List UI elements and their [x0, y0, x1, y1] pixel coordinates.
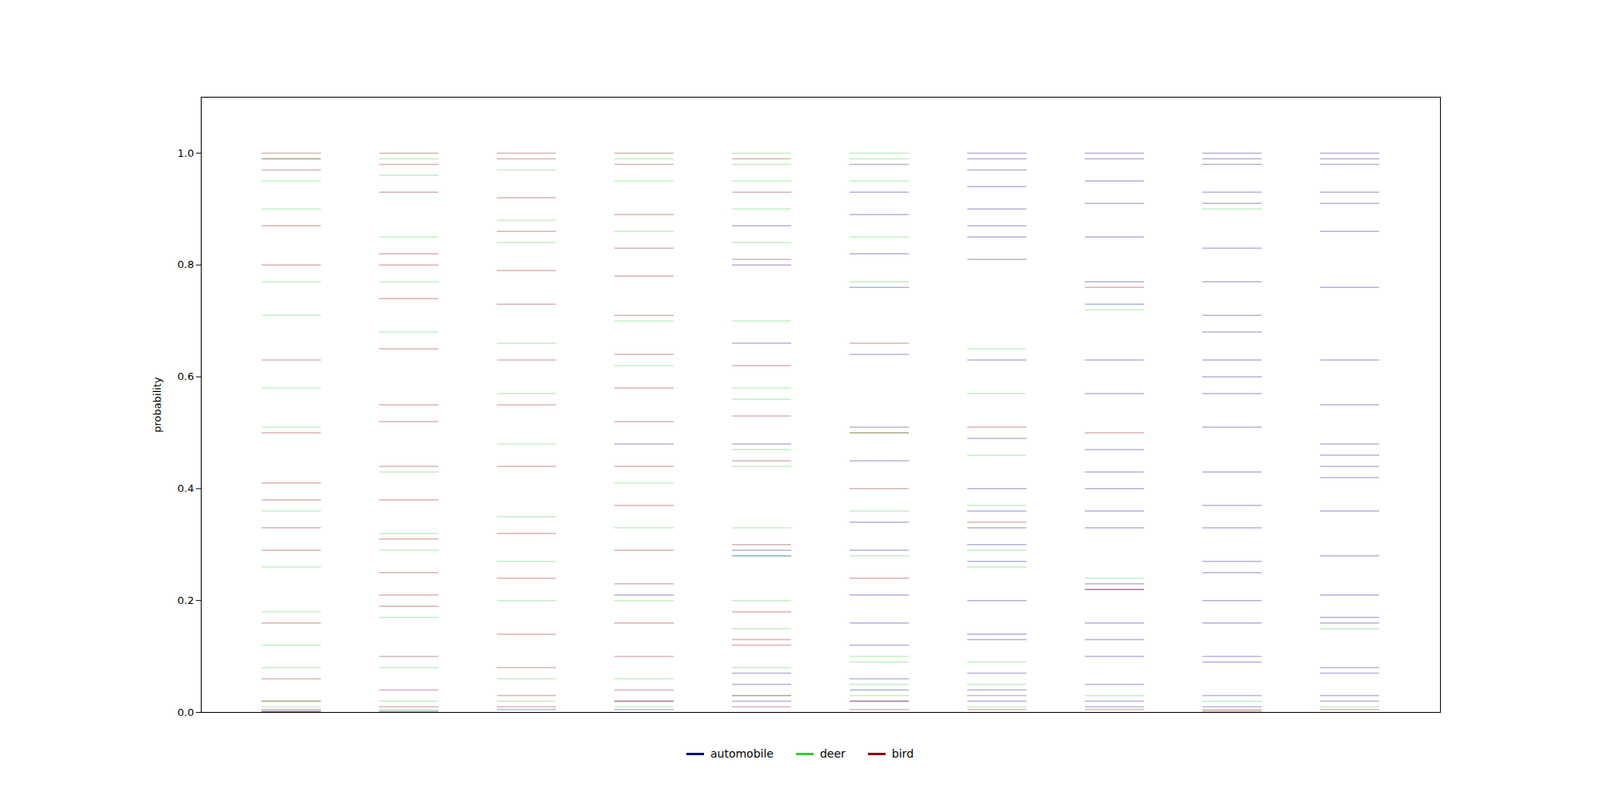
svg-text:1.0: 1.0 — [177, 147, 195, 160]
svg-text:0.8: 0.8 — [177, 258, 195, 271]
svg-text:0.6: 0.6 — [177, 370, 195, 383]
svg-text:probability: probability — [151, 376, 164, 433]
svg-text:0.0: 0.0 — [177, 706, 195, 719]
html-text:deer: deer — [820, 747, 846, 760]
html-text:automobile: automobile — [710, 747, 774, 760]
html-text:bird: bird — [891, 747, 914, 760]
svg-text:0.2: 0.2 — [177, 594, 195, 607]
svg-text:0.4: 0.4 — [177, 482, 195, 495]
